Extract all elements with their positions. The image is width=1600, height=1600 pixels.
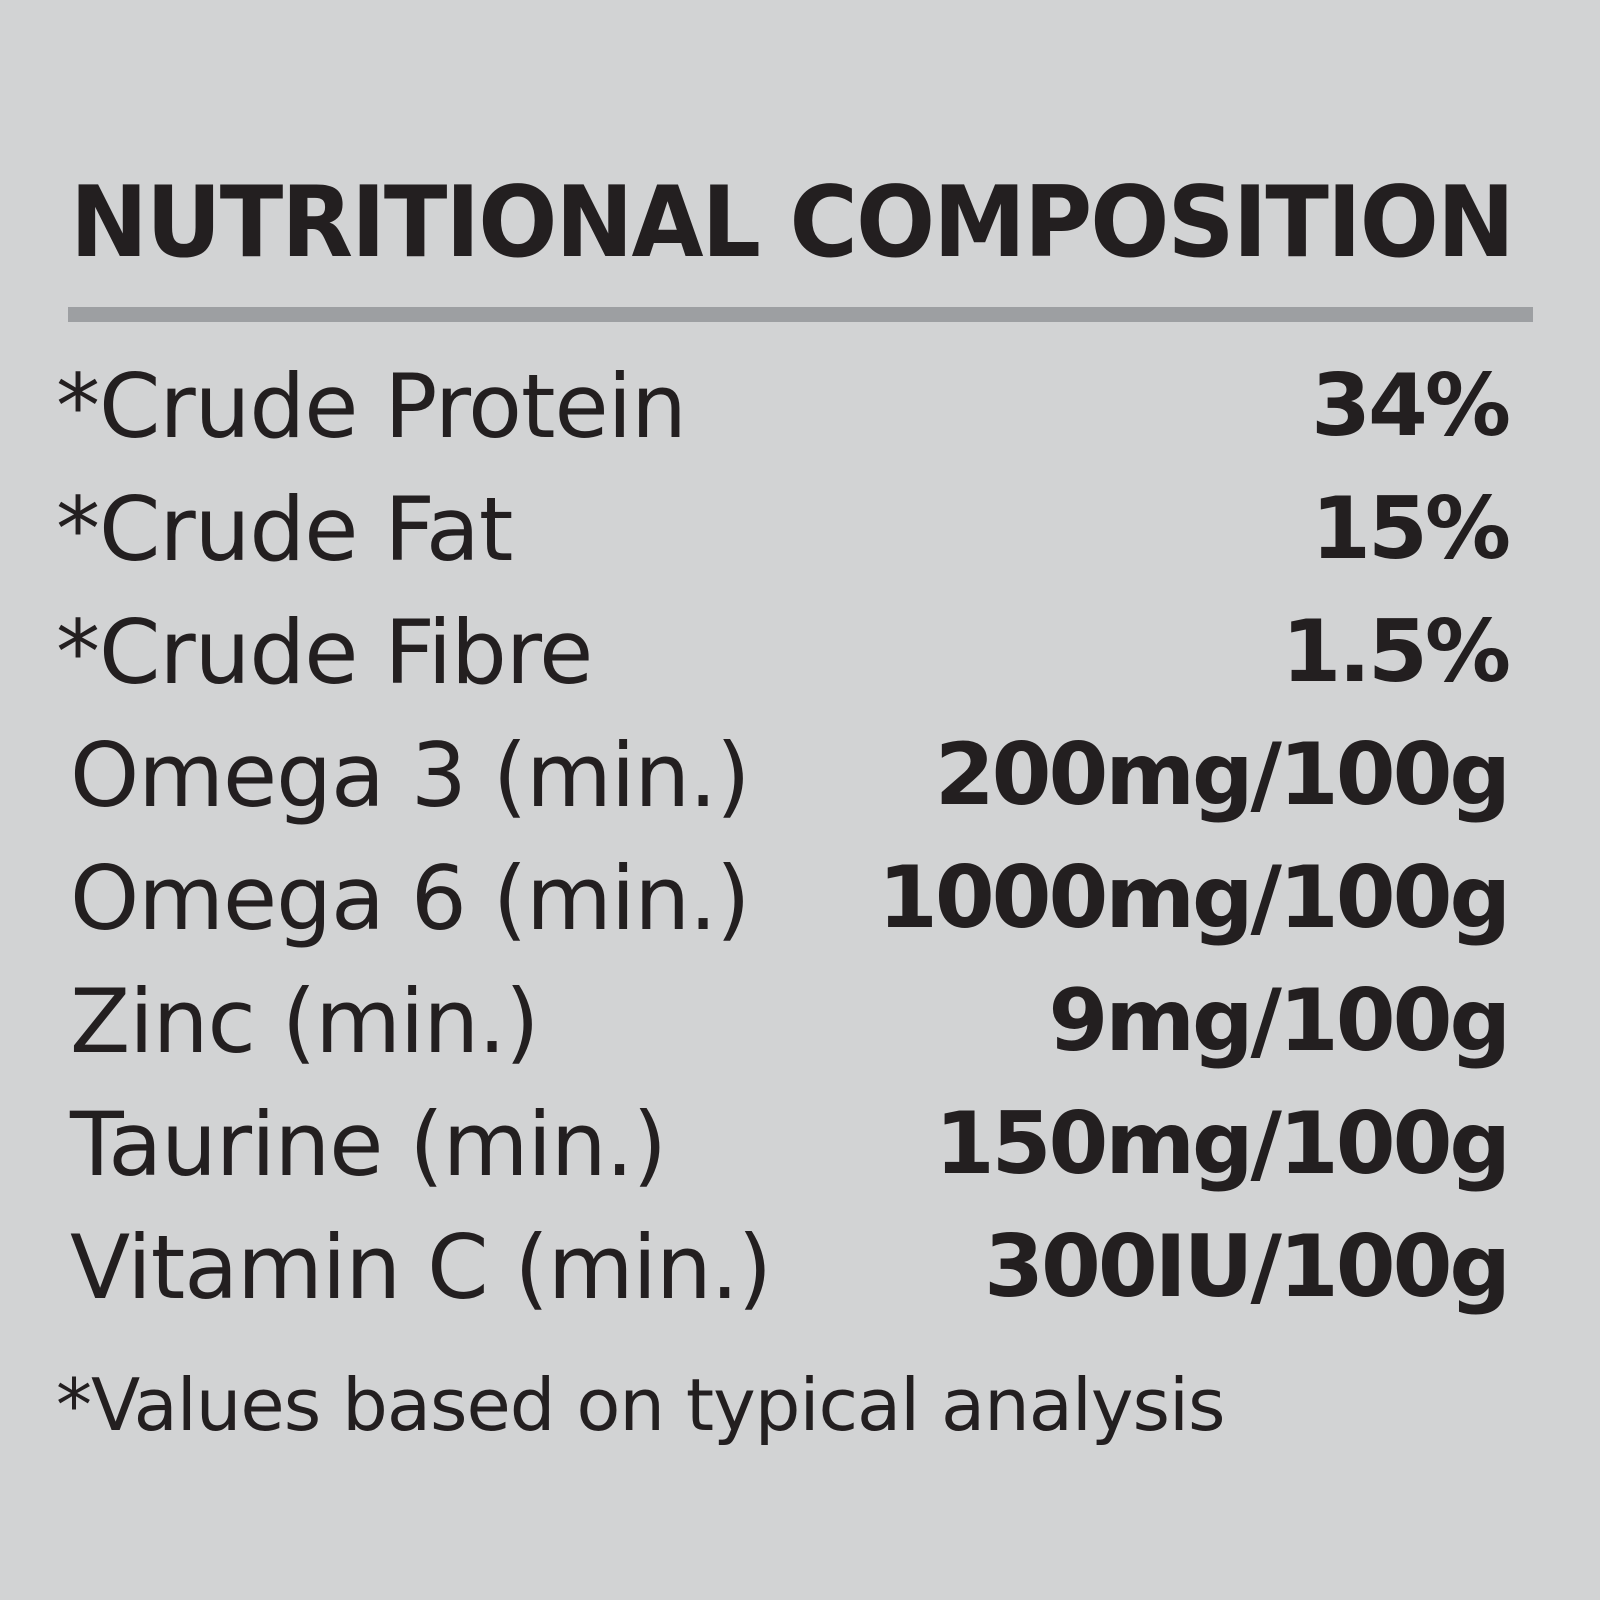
nutrient-label: *Crude Protein (56, 355, 687, 458)
nutrient-row-crude-fat: *Crude Fat 15% (0, 468, 1600, 591)
nutrient-label: Taurine (min.) (70, 1093, 667, 1196)
nutrient-value: 9mg/100g (1048, 971, 1511, 1071)
nutrient-row-zinc: Zinc (min.) 9mg/100g (0, 960, 1600, 1083)
nutrient-row-crude-protein: *Crude Protein 34% (0, 345, 1600, 468)
nutrient-value: 200mg/100g (934, 725, 1511, 825)
nutrient-label: *Crude Fibre (56, 601, 593, 704)
nutrient-row-omega-3: Omega 3 (min.) 200mg/100g (0, 714, 1600, 837)
nutrient-value: 300IU/100g (984, 1217, 1511, 1317)
nutrient-value: 15% (1311, 479, 1511, 579)
nutrient-row-vitamin-c: Vitamin C (min.) 300IU/100g (0, 1206, 1600, 1329)
nutrient-value: 150mg/100g (934, 1094, 1511, 1194)
nutrient-label: Omega 3 (min.) (70, 724, 750, 827)
title-divider (68, 307, 1533, 322)
nutrient-value: 34% (1311, 356, 1511, 456)
nutrient-label: Vitamin C (min.) (70, 1216, 772, 1319)
nutrient-value: 1.5% (1281, 602, 1511, 702)
nutrient-label: Omega 6 (min.) (70, 847, 750, 950)
nutrient-row-omega-6: Omega 6 (min.) 1000mg/100g (0, 837, 1600, 960)
nutrient-row-taurine: Taurine (min.) 150mg/100g (0, 1083, 1600, 1206)
nutrient-row-crude-fibre: *Crude Fibre 1.5% (0, 591, 1600, 714)
nutrient-list: *Crude Protein 34% *Crude Fat 15% *Crude… (0, 345, 1600, 1329)
panel-title: NUTRITIONAL COMPOSITION (70, 166, 1515, 280)
nutrient-label: *Crude Fat (56, 478, 513, 581)
nutrient-value: 1000mg/100g (877, 848, 1511, 948)
nutrient-label: Zinc (min.) (70, 970, 539, 1073)
analysis-footnote: *Values based on typical analysis (56, 1363, 1226, 1447)
